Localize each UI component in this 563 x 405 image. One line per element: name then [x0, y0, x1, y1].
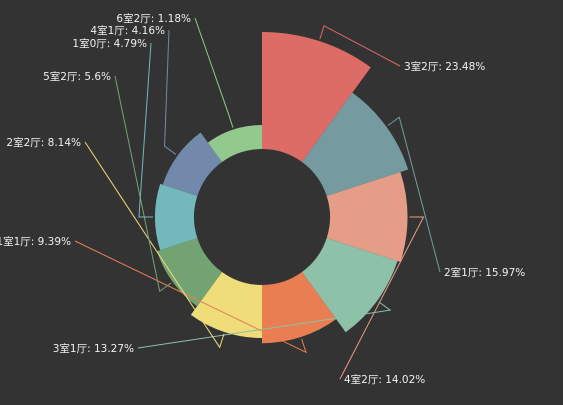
slice-label-2室2厅: 2室2厅: 8.14%	[6, 136, 81, 149]
slice-6室2厅[interactable]	[207, 125, 262, 162]
slice-label-5室2厅: 5室2厅: 5.6%	[43, 70, 111, 83]
leader-line-4室1厅	[164, 29, 177, 155]
slice-label-1室0厅: 1室0厅: 4.79%	[72, 37, 147, 50]
leader-line-5室2厅	[114, 75, 172, 293]
slice-label-3室2厅: 3室2厅: 23.48%	[404, 60, 485, 73]
slice-label-2室1厅: 2室1厅: 15.97%	[444, 266, 525, 279]
slice-3室1厅[interactable]	[301, 238, 398, 333]
leader-line-4室2厅	[339, 216, 425, 380]
leader-line-6室2厅	[194, 17, 234, 128]
slice-1室1厅[interactable]	[262, 272, 337, 344]
slice-3室2厅[interactable]	[262, 32, 371, 162]
slice-1室0厅[interactable]	[154, 183, 198, 251]
slice-4室1厅[interactable]	[162, 132, 223, 196]
leader-line-3室1厅	[137, 301, 392, 349]
slice-label-3室1厅: 3室1厅: 13.27%	[53, 342, 134, 355]
labels-layer: 3室2厅: 23.48% 2室1厅: 15.97% 4室2厅: 14.02% 3室1厅…	[0, 12, 525, 386]
leader-lines-layer	[74, 17, 441, 380]
leader-line-1室1厅	[74, 240, 307, 354]
slice-5室2厅[interactable]	[156, 238, 223, 307]
leader-line-1室0厅	[138, 42, 153, 218]
slice-2室2厅[interactable]	[190, 272, 262, 339]
slice-label-1室1厅: 1室1厅: 9.39%	[0, 235, 71, 248]
leader-line-3室2厅	[319, 25, 401, 67]
slice-label-6室2厅: 6室2厅: 1.18%	[116, 12, 191, 25]
slice-label-4室2厅: 4室2厅: 14.02%	[344, 373, 425, 386]
slice-2室1厅[interactable]	[301, 92, 409, 196]
slices-layer	[154, 32, 409, 344]
slice-label-4室1厅: 4室1厅: 4.16%	[90, 24, 165, 37]
leader-line-2室1厅	[387, 116, 441, 273]
slice-4室2厅[interactable]	[326, 172, 408, 262]
leader-line-2室2厅	[84, 141, 225, 349]
